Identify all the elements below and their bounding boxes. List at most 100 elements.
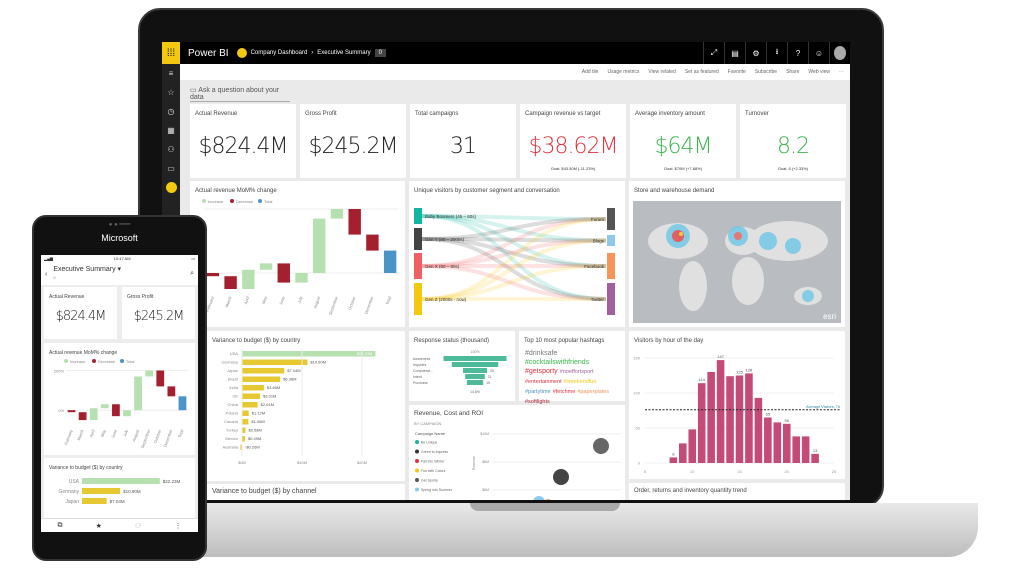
sankey-link	[421, 238, 607, 301]
tile-budget-channel[interactable]: Variance to budget ($) by channel	[190, 484, 405, 500]
tile-waterfall[interactable]: Actual revenue MoM% change Increase Decre…	[190, 181, 405, 327]
kpi-tile[interactable]: Actual Revenue $824.4M	[190, 104, 296, 178]
bar-label: $3.01M	[263, 394, 276, 399]
smiley-icon[interactable]: ☺	[808, 42, 829, 64]
laptop-notch	[470, 503, 620, 511]
bar-label: $7.04M	[287, 368, 300, 373]
phone-tile-budget[interactable]: Variance to budget ($) by country USA $22…	[44, 458, 195, 518]
bar-label: 65	[766, 412, 771, 417]
budget-bar	[240, 444, 242, 450]
y-tick: 0%	[58, 408, 64, 413]
kpi-tile[interactable]: Turnover 8.2 Goal: 8 (+2.33%)	[740, 104, 846, 178]
kpi-tile[interactable]: Average inventory amount $64M Goal: $70M (…	[630, 104, 736, 178]
tile-funnel[interactable]: Response status (thousand) 100% Awareness…	[409, 331, 515, 401]
tile-order-trend[interactable]: Order, returns and inventory quantity tr…	[629, 483, 845, 500]
tile-title: Variance to budget ($) by country	[49, 465, 123, 471]
y-tick: $8M	[482, 460, 489, 464]
action-3[interactable]: Set as featured	[684, 69, 719, 75]
avatar[interactable]	[834, 46, 846, 60]
x-tick: December	[162, 428, 173, 448]
back-icon[interactable]: ‹	[45, 270, 48, 278]
action-5[interactable]: Subscribe	[754, 69, 778, 75]
funnel-stage: Intent	[413, 375, 422, 379]
bar-category: Poland	[226, 411, 238, 416]
bar-label: 147	[717, 354, 724, 359]
app-launcher-icon[interactable]: ⁞⁞⁞	[162, 42, 180, 64]
star-icon[interactable]: ★	[95, 522, 102, 530]
kpi-tile[interactable]: Gross Profit $245.2M	[300, 104, 406, 178]
action-4[interactable]: Favorite	[727, 69, 746, 75]
breadcrumb-dashboard[interactable]: Company Dashboard	[250, 50, 308, 56]
action-6[interactable]: Share	[786, 69, 800, 75]
action-2[interactable]: View related	[648, 69, 676, 75]
action-7[interactable]: Web view	[808, 69, 830, 75]
x-tick: $20M	[357, 460, 367, 465]
action-0[interactable]: Add tile	[581, 69, 599, 75]
bar-label: -$0.26M	[245, 445, 260, 450]
tile-title: Variance to budget ($) by channel	[212, 488, 317, 495]
bar-category: Germany	[222, 360, 238, 365]
kpi-tile[interactable]: Total campaigns 31	[410, 104, 516, 178]
tile-sankey[interactable]: Unique visitors by customer segment and …	[409, 181, 625, 327]
phone-tile-waterfall[interactable]: Actual revenue MoM% change Increase Decre…	[44, 343, 195, 455]
x-tick: September	[140, 428, 152, 449]
x-tick: September	[327, 295, 339, 316]
legend-marker	[120, 359, 124, 363]
expand-icon[interactable]: ⤢	[703, 42, 724, 64]
bar-label: 125	[736, 370, 743, 375]
waterfall-bar	[178, 396, 187, 411]
waterfall-bar	[295, 273, 308, 283]
workspaces-icon[interactable]: ▭	[167, 164, 175, 173]
kpi-value: $38.62M	[528, 134, 619, 159]
action-8[interactable]: ⋯	[839, 69, 844, 75]
reports-icon[interactable]: ⧉	[57, 521, 63, 529]
star-icon[interactable]: ☆	[167, 88, 175, 97]
legend-marker	[415, 459, 419, 463]
download-icon[interactable]: ⭳	[766, 42, 787, 64]
sankey-target-node	[607, 208, 615, 230]
person-icon[interactable]: ⚇	[135, 522, 142, 530]
phone-kpi-tile[interactable]: Gross Profit $245.2M	[122, 287, 195, 339]
qa-input[interactable]: ▭ Ask a question about your data	[190, 86, 290, 102]
more-icon[interactable]: ⋮	[174, 522, 182, 530]
shared-icon[interactable]: ⚇	[167, 145, 175, 154]
workspace-avatar-icon[interactable]	[162, 178, 180, 197]
visitor-bar	[679, 443, 687, 463]
waterfall-bar	[366, 234, 379, 251]
battery-icon: ▭	[191, 256, 195, 261]
sankey-link	[421, 217, 607, 268]
tile-map[interactable]: Store and warehouse demand esri	[629, 181, 845, 327]
sankey-link	[421, 217, 607, 301]
budget-bar	[242, 351, 376, 357]
budget-bar	[242, 368, 285, 374]
apps-icon[interactable]: ▦	[167, 126, 175, 135]
clock-icon[interactable]: ◷	[167, 107, 175, 116]
phone-title[interactable]: Executive Summary	[53, 266, 116, 273]
breadcrumb-summary[interactable]: Executive Summary	[317, 50, 371, 56]
count-badge: 0	[374, 49, 386, 57]
action-1[interactable]: Usage metrics	[607, 69, 640, 75]
tile-budget-country[interactable]: Variance to budget ($) by country USA $22…	[190, 331, 405, 481]
x-tick: July	[122, 429, 129, 437]
tile-hashtags[interactable]: Top 10 most popular hashtags #drinksafe#…	[519, 331, 625, 405]
tile-roi[interactable]: Revenue, Cost and ROI BY CAMPAIGN Campai…	[409, 405, 625, 500]
help-icon[interactable]: ?	[787, 42, 808, 64]
waterfall-bar	[383, 250, 397, 273]
legend-marker	[415, 449, 419, 454]
y-tick: 100	[633, 391, 640, 396]
x-tick: May	[261, 296, 268, 305]
sankey-source-label: Gen Y (80 – 2000s)	[425, 237, 465, 242]
sankey-link	[421, 264, 607, 301]
search-icon[interactable]: ⌕	[190, 270, 194, 277]
y-tick: 0	[638, 461, 641, 466]
roi-bubble	[545, 499, 551, 500]
kpi-tile[interactable]: Campaign revenue vs target $38.62M Goal: $…	[520, 104, 626, 178]
hamburger-icon[interactable]: ≡	[168, 69, 174, 78]
tile-visitors[interactable]: Visitors by hour of the day 0 50 100 150 5 10…	[629, 331, 845, 479]
gear-icon[interactable]: ⚙	[745, 42, 766, 64]
x-tick: March	[76, 429, 85, 441]
phone-kpi-tile[interactable]: Actual Revenue $824.4M	[44, 287, 117, 339]
comment-icon[interactable]: ▤	[724, 42, 745, 64]
sankey-link	[421, 217, 607, 241]
bar-label: $10.90M	[123, 489, 141, 494]
